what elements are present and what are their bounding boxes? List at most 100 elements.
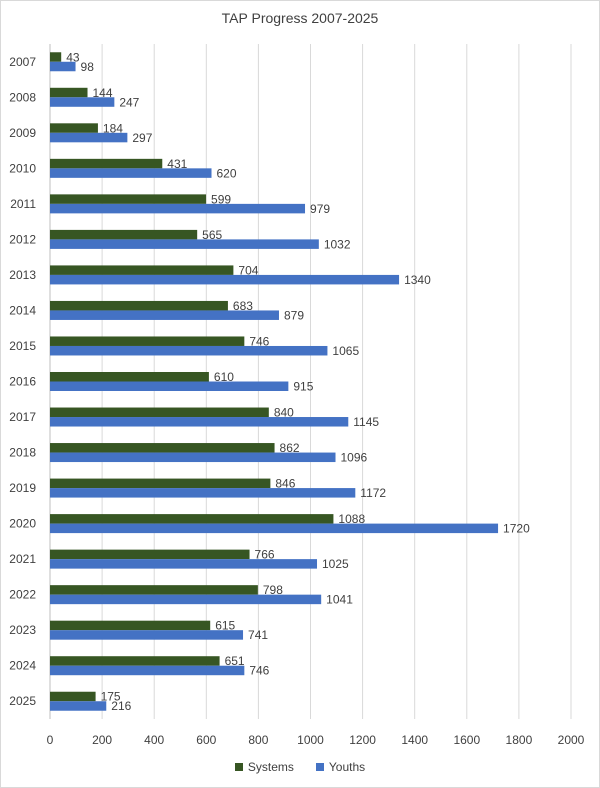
legend-label-systems: Systems bbox=[247, 760, 294, 774]
y-tick-label: 2018 bbox=[9, 446, 36, 460]
bar-systems bbox=[50, 585, 258, 595]
legend-swatch-youths bbox=[315, 763, 324, 771]
y-tick-label: 2023 bbox=[9, 623, 36, 637]
data-label-systems: 862 bbox=[280, 441, 300, 455]
x-tick-label: 1800 bbox=[506, 733, 533, 747]
y-tick-label: 2020 bbox=[9, 517, 36, 531]
data-label-youths: 915 bbox=[293, 380, 313, 394]
bar-systems bbox=[50, 265, 234, 275]
bar-youths bbox=[50, 239, 319, 249]
y-tick-label: 2025 bbox=[9, 694, 36, 708]
data-label-systems: 683 bbox=[233, 299, 253, 313]
x-tick-label: 400 bbox=[144, 733, 164, 747]
data-label-youths: 1172 bbox=[360, 486, 386, 500]
y-tick-label: 2022 bbox=[9, 588, 36, 602]
y-tick-label: 2008 bbox=[9, 90, 36, 104]
data-label-youths: 1340 bbox=[404, 273, 431, 287]
y-tick-label: 2014 bbox=[9, 303, 36, 317]
data-label-youths: 1145 bbox=[353, 415, 379, 429]
y-tick-label: 2019 bbox=[9, 481, 36, 495]
bar-youths bbox=[50, 203, 306, 214]
bar-systems bbox=[50, 443, 275, 453]
bar-youths bbox=[50, 61, 76, 72]
bar-youths bbox=[50, 452, 336, 463]
bar-systems bbox=[50, 52, 62, 62]
bar-youths bbox=[50, 701, 107, 711]
data-label-youths: 1025 bbox=[322, 557, 349, 571]
bar-systems bbox=[50, 336, 245, 346]
data-label-youths: 620 bbox=[217, 166, 237, 180]
data-label-systems: 746 bbox=[249, 334, 269, 348]
data-label-youths: 741 bbox=[248, 628, 268, 642]
x-tick-label: 1200 bbox=[349, 733, 376, 747]
data-label-youths: 879 bbox=[284, 308, 304, 322]
data-label-youths: 1065 bbox=[332, 344, 359, 358]
y-tick-label: 2012 bbox=[9, 232, 36, 246]
data-label-systems: 610 bbox=[214, 370, 234, 384]
y-tick-label: 2013 bbox=[9, 268, 36, 282]
data-label-youths: 247 bbox=[119, 95, 139, 109]
x-tick-label: 600 bbox=[196, 733, 216, 747]
data-label-systems: 766 bbox=[255, 548, 275, 562]
data-label-systems: 43 bbox=[66, 50, 80, 64]
data-label-youths: 1096 bbox=[341, 451, 368, 465]
bar-youths bbox=[50, 488, 356, 498]
data-label-systems: 599 bbox=[211, 192, 231, 206]
legend-swatch-systems bbox=[234, 763, 243, 771]
bar-systems bbox=[50, 407, 269, 418]
data-label-systems: 798 bbox=[263, 583, 283, 597]
data-label-systems: 184 bbox=[103, 121, 123, 135]
data-label-youths: 746 bbox=[249, 664, 269, 678]
y-tick-label: 2010 bbox=[9, 161, 36, 175]
bar-youths bbox=[50, 559, 318, 569]
bar-systems bbox=[50, 656, 220, 666]
x-tick-label: 1400 bbox=[401, 733, 428, 747]
data-label-systems: 651 bbox=[225, 654, 245, 668]
data-label-systems: 840 bbox=[274, 406, 294, 420]
data-label-youths: 979 bbox=[310, 202, 330, 216]
x-tick-label: 2000 bbox=[558, 733, 585, 747]
data-label-youths: 216 bbox=[111, 699, 131, 713]
x-tick-label: 800 bbox=[248, 733, 268, 747]
data-label-systems: 704 bbox=[238, 263, 258, 277]
bar-youths bbox=[50, 97, 115, 107]
bar-systems bbox=[50, 87, 88, 98]
data-label-systems: 846 bbox=[275, 477, 295, 491]
x-tick-label: 1000 bbox=[297, 733, 324, 747]
bar-youths bbox=[50, 345, 328, 356]
bar-youths bbox=[50, 168, 212, 178]
bar-systems bbox=[50, 229, 198, 240]
bar-systems bbox=[50, 194, 207, 204]
bar-youths bbox=[50, 132, 128, 143]
data-label-youths: 1032 bbox=[324, 237, 351, 251]
y-tick-label: 2007 bbox=[9, 55, 36, 69]
y-tick-label: 2009 bbox=[9, 126, 36, 140]
y-tick-label: 2011 bbox=[10, 197, 36, 211]
x-tick-label: 1600 bbox=[453, 733, 480, 747]
chart-title: TAP Progress 2007-2025 bbox=[221, 10, 379, 26]
bar-youths bbox=[50, 310, 279, 320]
bar-systems bbox=[50, 549, 250, 560]
data-label-youths: 1720 bbox=[503, 522, 530, 536]
bar-systems bbox=[50, 123, 98, 133]
x-tick-label: 0 bbox=[47, 733, 54, 747]
data-label-youths: 297 bbox=[132, 131, 152, 145]
bar-systems bbox=[50, 300, 228, 311]
legend-item-youths: Youths bbox=[315, 760, 365, 774]
data-label-systems: 1088 bbox=[338, 512, 365, 526]
data-label-systems: 175 bbox=[101, 690, 121, 704]
bar-youths bbox=[50, 523, 499, 534]
bar-systems bbox=[50, 372, 209, 382]
y-tick-label: 2024 bbox=[9, 659, 36, 673]
bar-systems bbox=[50, 691, 96, 702]
bar-systems bbox=[50, 620, 211, 631]
y-tick-label: 2021 bbox=[9, 552, 36, 566]
bar-youths bbox=[50, 630, 244, 640]
legend-item-systems: Systems bbox=[234, 760, 294, 774]
bar-youths bbox=[50, 665, 245, 676]
bar-youths bbox=[50, 274, 400, 285]
data-label-youths: 1041 bbox=[326, 593, 353, 607]
data-label-youths: 98 bbox=[81, 60, 95, 74]
bar-youths bbox=[50, 594, 322, 605]
